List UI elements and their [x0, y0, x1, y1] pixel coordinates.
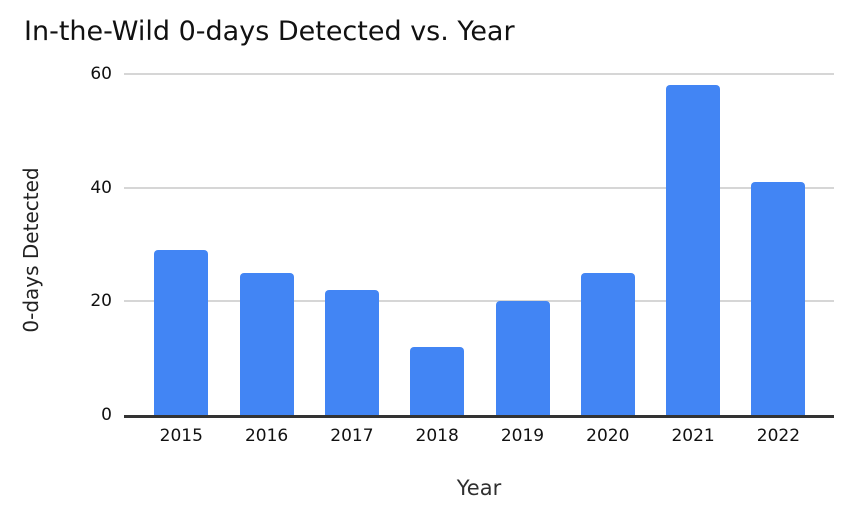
y-tick-label-60: 60	[90, 64, 112, 84]
bar-2019	[495, 301, 550, 415]
gridline-20	[124, 300, 834, 303]
x-tick-label-2017: 2017	[330, 426, 374, 446]
bar-2018	[410, 346, 465, 415]
y-tick-label-0: 0	[101, 405, 112, 425]
x-tick-label-2015: 2015	[159, 426, 203, 446]
x-tick-label-2019: 2019	[500, 426, 545, 446]
bar-2020	[580, 272, 635, 415]
chart-title: In-the-Wild 0-days Detected vs. Year	[24, 16, 515, 47]
bar-2022	[751, 181, 806, 415]
x-tick-label-2021: 2021	[671, 426, 715, 446]
bar-2021	[666, 85, 721, 415]
gridline-60	[124, 73, 834, 75]
y-axis-title: 0-days Detected	[19, 167, 43, 333]
gridline-40	[124, 186, 834, 189]
x-tick-label-2016: 2016	[244, 426, 289, 446]
plot-area: 0 20 40 60 2015 2016 2017 2018 2019 2020 2021 2022	[90, 64, 834, 446]
x-tick-label-2018: 2018	[415, 426, 459, 446]
x-tick-label-2020: 2020	[586, 426, 630, 446]
bar-2017	[324, 289, 379, 415]
bar-2016	[239, 272, 294, 415]
bar-2015	[154, 250, 209, 415]
y-tick-label-40: 40	[90, 177, 112, 198]
y-tick-label-20: 20	[90, 291, 112, 312]
x-axis-title: Year	[456, 476, 502, 500]
x-tick-label-2022: 2022	[756, 426, 801, 446]
